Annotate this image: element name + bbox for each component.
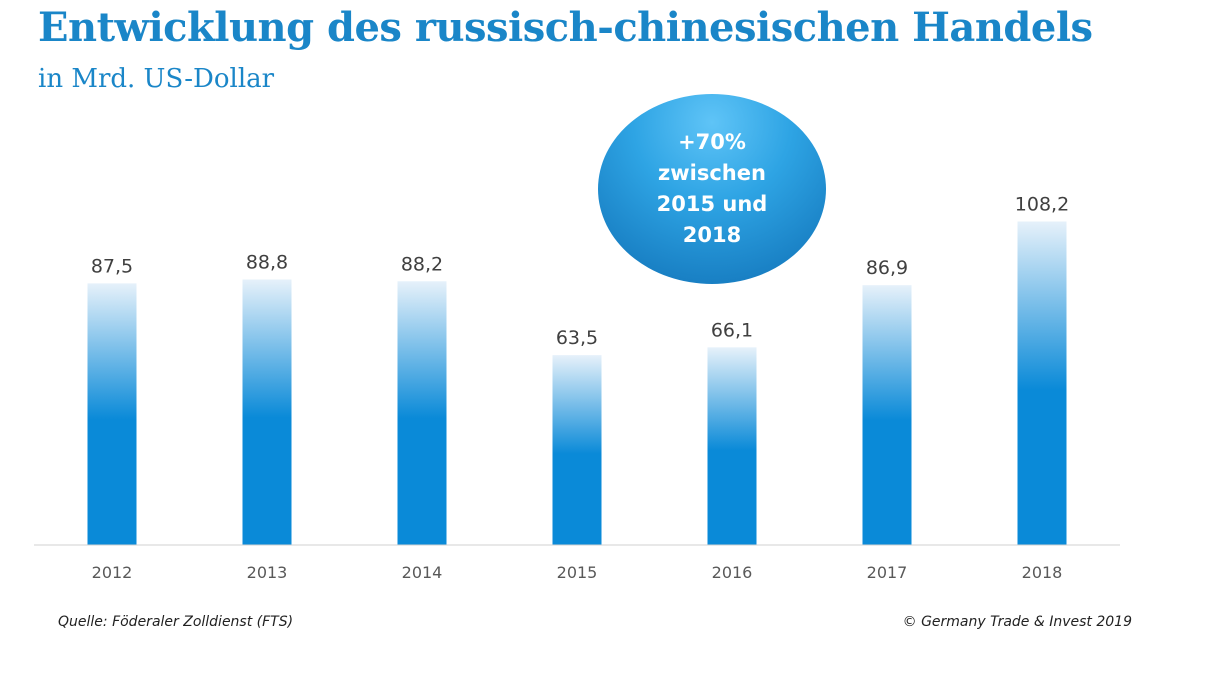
chart-subtitle: in Mrd. US-Dollar: [38, 64, 275, 94]
value-labels-group: 87,5 88,8 88,2 63,5 66,1 86,9 108,2: [91, 193, 1069, 349]
value-label-2018: 108,2: [1015, 193, 1069, 215]
callout-line: +70%: [678, 130, 746, 154]
value-label-2016: 66,1: [711, 319, 753, 341]
bar-2012: [87, 283, 137, 545]
bar-2016: [707, 347, 757, 545]
x-tick-label-2015: 2015: [557, 563, 598, 582]
callout-line: zwischen: [658, 161, 766, 185]
x-tick-label-2013: 2013: [247, 563, 288, 582]
bar-2014: [397, 281, 447, 545]
bars-group: [87, 221, 1067, 545]
x-tick-label-2018: 2018: [1022, 563, 1063, 582]
value-label-2012: 87,5: [91, 255, 133, 277]
x-tick-labels-group: 2012 2013 2014 2015 2016 2017 2018: [92, 563, 1063, 582]
value-label-2015: 63,5: [556, 327, 598, 349]
value-label-2014: 88,2: [401, 253, 443, 275]
copyright-note: © Germany Trade & Invest 2019: [902, 614, 1132, 630]
callout-line: 2015 und: [656, 192, 768, 216]
bar-2017: [862, 285, 912, 545]
bar-2015: [552, 355, 602, 545]
value-label-2013: 88,8: [246, 251, 288, 273]
bar-2018: [1017, 221, 1067, 545]
value-label-2017: 86,9: [866, 257, 908, 279]
x-tick-label-2016: 2016: [712, 563, 753, 582]
x-tick-label-2017: 2017: [867, 563, 908, 582]
callout-line: 2018: [682, 223, 742, 247]
bar-2013: [242, 279, 292, 545]
chart-title: Entwicklung des russisch-chinesischen Ha…: [38, 4, 1093, 51]
x-tick-label-2012: 2012: [92, 563, 133, 582]
growth-callout-bubble: +70% zwischen 2015 und 2018: [598, 94, 826, 284]
x-tick-label-2014: 2014: [402, 563, 443, 582]
source-note: Quelle: Föderaler Zolldienst (FTS): [58, 614, 294, 630]
